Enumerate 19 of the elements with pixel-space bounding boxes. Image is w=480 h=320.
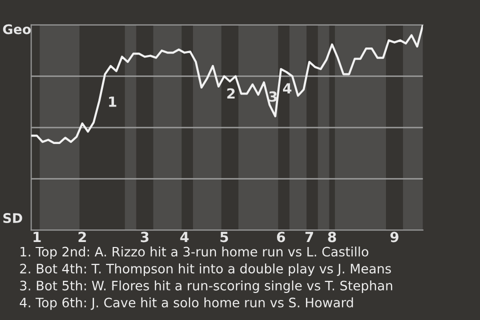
- x-tick-label: 1: [34, 232, 41, 242]
- x-tick-label: 3: [140, 232, 148, 242]
- annotation: 1: [109, 96, 116, 107]
- text: 4. Top 6th: J. Cave hit a solo home run vs S. Howard: [20, 297, 353, 310]
- x-tick-label: 7: [305, 232, 314, 242]
- annotation: 4: [283, 83, 292, 94]
- x-tick-label: 8: [328, 232, 336, 242]
- annotation: 2: [227, 88, 235, 99]
- text: SD: [3, 213, 22, 224]
- x-tick-label: 9: [390, 232, 398, 242]
- x-tick-label: 6: [276, 232, 286, 242]
- x-tick-label: 5: [220, 232, 228, 242]
- annotation: 3: [269, 91, 277, 102]
- text: 3. Bot 5th: W. Flores hit a run-scoring single vs T. Stephan: [20, 280, 392, 293]
- text: Geo: [3, 24, 31, 34]
- text: 2. Bot 4th: T. Thompson hit into a double play vs J. Means: [20, 264, 391, 276]
- text: 1. Top 2nd: A. Rizzo hit a 3-run home run vs L. Castillo: [20, 246, 368, 260]
- x-tick-label: 4: [180, 232, 189, 242]
- x-tick-label: 2: [78, 232, 86, 242]
